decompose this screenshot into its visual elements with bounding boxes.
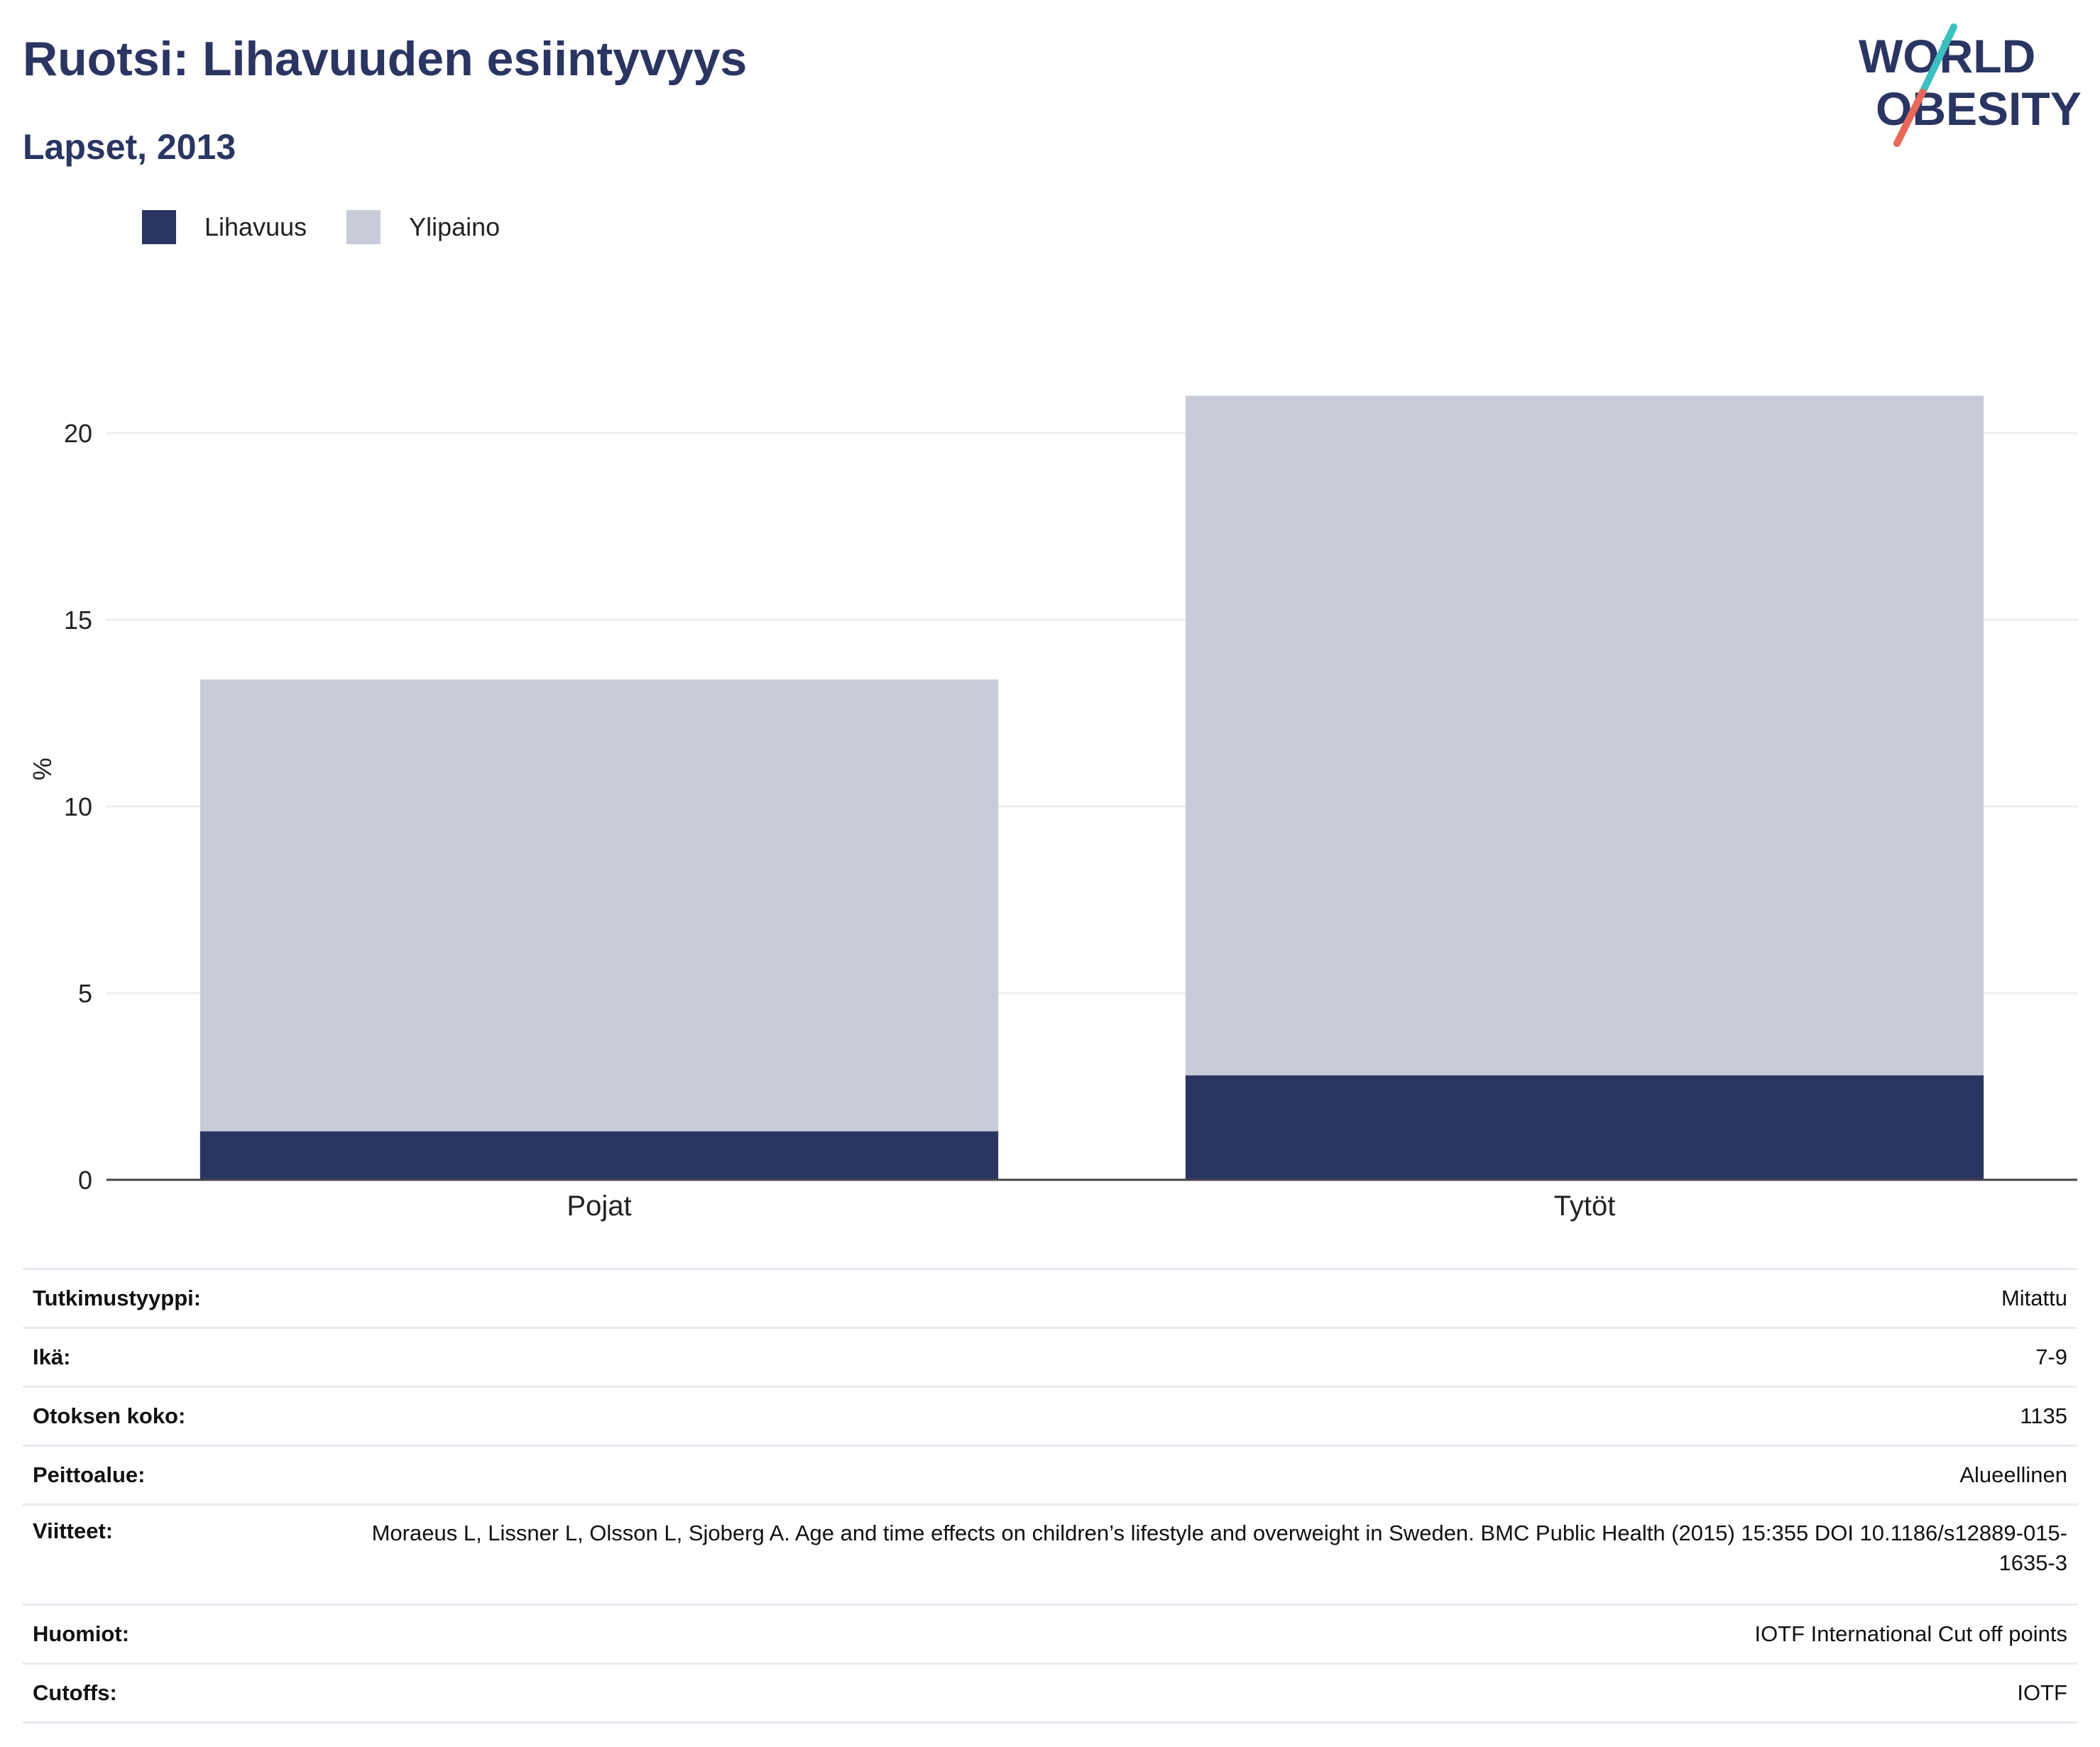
info-key: Viitteet: [23, 1504, 341, 1605]
x-tick-label: Pojat [567, 1190, 631, 1222]
info-key: Huomiot: [23, 1604, 341, 1664]
table-row: Otoksen koko: 1135 [23, 1386, 2077, 1446]
info-value: Moraeus L, Lissner L, Olsson L, Sjoberg … [341, 1504, 2077, 1605]
chart-legend: Lihavuus Ylipaino [142, 210, 540, 244]
y-tick-label: 15 [64, 606, 92, 635]
table-row: Cutoffs: IOTF [23, 1663, 2077, 1724]
y-tick-label: 20 [64, 419, 92, 448]
table-row: Ikä: 7-9 [23, 1327, 2077, 1387]
info-value: Alueellinen [341, 1445, 2077, 1505]
table-row: Viitteet: Moraeus L, Lissner L, Olsson L… [23, 1504, 2077, 1605]
y-axis-label: % [28, 757, 57, 780]
info-value: IOTF [341, 1663, 2077, 1724]
info-key: Tutkimustyyppi: [23, 1268, 341, 1328]
info-value: 1135 [341, 1386, 2077, 1446]
x-tick-label: Tytöt [1554, 1190, 1616, 1222]
table-row: Huomiot: IOTF International Cut off poin… [23, 1604, 2077, 1664]
info-value: 7-9 [341, 1327, 2077, 1387]
info-key: Ikä: [23, 1327, 341, 1387]
table-row: Peittoalue: Alueellinen [23, 1445, 2077, 1505]
bar-lihavuus [199, 1131, 999, 1180]
world-obesity-logo: WORLD OBESITY [1859, 23, 2082, 147]
logo-line2: OBESITY [1876, 82, 2082, 135]
legend-label-lihavuus: Lihavuus [204, 212, 307, 241]
bar-lihavuus [1185, 1075, 1984, 1180]
legend-swatch-ylipaino [346, 210, 381, 244]
y-tick-label: 5 [78, 979, 92, 1008]
info-key: Peittoalue: [23, 1445, 341, 1505]
bar-ylipaino [1185, 395, 1984, 1075]
info-value: Mitattu [341, 1268, 2077, 1328]
legend-label-ylipaino: Ylipaino [409, 212, 501, 241]
bar-ylipaino [199, 679, 999, 1132]
legend-item-ylipaino: Ylipaino [346, 210, 500, 244]
info-key: Cutoffs: [23, 1663, 341, 1724]
info-key: Otoksen koko: [23, 1386, 341, 1446]
info-value: IOTF International Cut off points [341, 1604, 2077, 1664]
study-info-table: Tutkimustyyppi: Mitattu Ikä: 7-9 Otoksen… [23, 1268, 2077, 1724]
y-tick-label: 0 [78, 1166, 92, 1195]
bar-chart: 0 5 10 15 20% Pojat Tytöt [28, 395, 2077, 1222]
legend-item-lihavuus: Lihavuus [142, 210, 307, 244]
y-tick-label: 10 [64, 792, 92, 821]
legend-swatch-lihavuus [142, 210, 176, 244]
chart-subtitle: Lapset, 2013 [23, 127, 236, 167]
logo-stroke-teal [1919, 23, 1957, 96]
logo-stroke-coral [1893, 89, 1926, 147]
table-row: Tutkimustyyppi: Mitattu [23, 1268, 2077, 1328]
chart-title: Ruotsi: Lihavuuden esiintyvyys [23, 32, 748, 86]
